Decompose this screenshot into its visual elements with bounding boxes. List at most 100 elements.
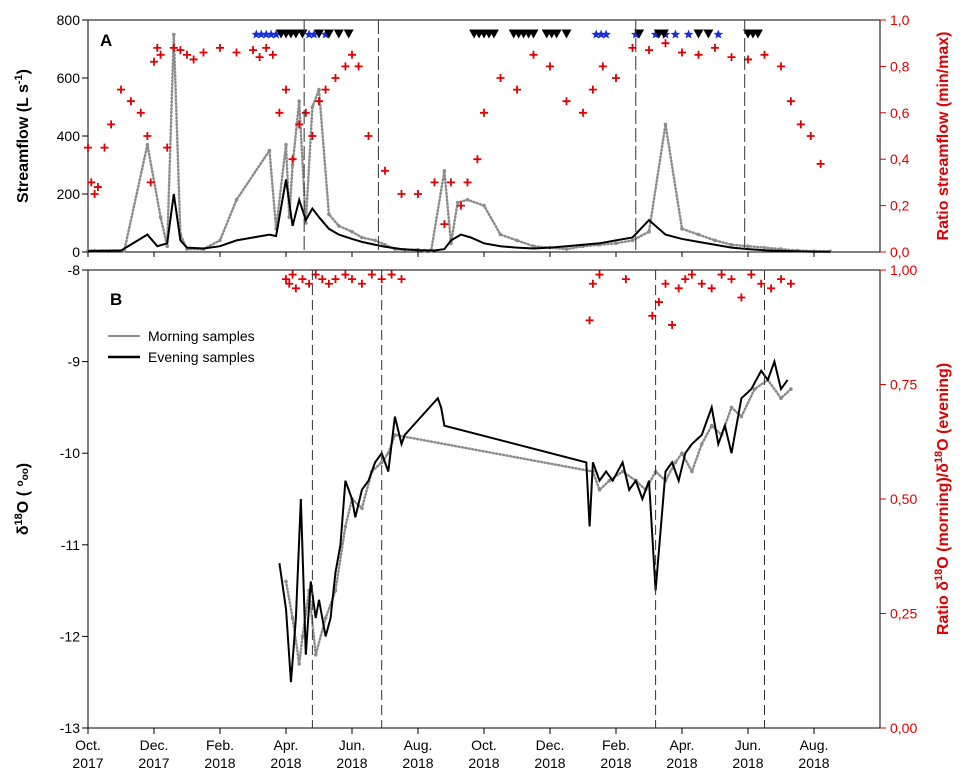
event-lines	[303, 20, 765, 728]
a-y2-tick-label: 0,8	[890, 58, 910, 74]
ratio-point	[678, 48, 686, 57]
a-y2-tick-label: 1,0	[890, 12, 910, 28]
ratio-point	[397, 275, 406, 284]
b-y2-tick-label: 0,25	[890, 606, 917, 622]
ratio-point	[84, 143, 92, 152]
star-marker	[320, 29, 331, 39]
ratio-point	[747, 270, 756, 279]
ratio-point	[456, 201, 465, 210]
x-tick-month: Apr.	[274, 737, 299, 753]
ratio-point	[315, 97, 323, 106]
ratio-point	[796, 120, 805, 129]
morning-point	[290, 616, 295, 620]
triangle-marker	[528, 29, 539, 39]
morning-point	[620, 469, 625, 474]
ratio-point	[588, 279, 597, 288]
ratio-point	[126, 97, 135, 106]
ratio-point	[628, 43, 637, 52]
x-tick-month: Oct.	[471, 737, 497, 753]
a-y2-tick-label: 0,6	[890, 105, 910, 121]
ratio-point	[169, 43, 178, 52]
morning-point	[713, 238, 717, 243]
ratio-point	[737, 293, 746, 302]
b-y2-tick-label: 0,50	[890, 491, 917, 507]
morning-point	[607, 478, 612, 483]
panel-b-y2-axis-label: Ratio δ18O (morning)/δ18O (evening)	[933, 363, 952, 635]
panel-a-y-ticks: 0 200 400 600 800	[57, 12, 88, 260]
a-y2-tick-label: 0,4	[890, 151, 910, 167]
triangle-marker	[561, 29, 572, 39]
panel-b-y-axis-label: δ18O ( ooo)	[13, 463, 32, 535]
triangle-marker	[323, 29, 334, 39]
panel-a-label: A	[100, 31, 112, 50]
star-marker	[670, 29, 681, 39]
ratio-point	[143, 132, 152, 140]
morning-point	[465, 198, 470, 202]
triangle-marker	[634, 29, 645, 39]
x-tick-year: 2018	[204, 755, 235, 771]
morning-point	[290, 163, 295, 167]
ratio-point	[661, 39, 670, 48]
morning-point	[700, 442, 704, 446]
ratio-point	[806, 132, 815, 140]
panel-a-series	[84, 29, 833, 254]
morning-point	[304, 221, 308, 225]
ratio-point	[357, 279, 366, 288]
ratio-point	[189, 55, 198, 64]
morning-point	[673, 460, 678, 465]
star-marker	[256, 29, 266, 39]
triangle-marker	[297, 29, 308, 39]
star-marker	[591, 29, 601, 39]
x-tick-month: Jun.	[339, 737, 365, 753]
star-marker	[650, 29, 661, 39]
triangle-marker	[752, 29, 763, 39]
ratio-point	[681, 275, 690, 284]
b-y2-tick-label: 0,00	[890, 720, 917, 736]
ratio-point	[364, 132, 373, 140]
star-marker	[601, 29, 611, 39]
b-y-tick-label: -10	[60, 445, 80, 461]
morning-point	[284, 142, 288, 147]
x-tick-year: 2018	[534, 755, 565, 771]
morning-point	[284, 579, 288, 584]
morning-point	[696, 232, 701, 237]
morning-point	[350, 229, 354, 234]
ratio-point	[760, 50, 769, 59]
ratio-point	[562, 97, 571, 106]
ratio-point	[199, 48, 208, 57]
ratio-point	[473, 155, 482, 164]
morning-point	[145, 142, 150, 147]
ratio-point	[305, 279, 314, 288]
ratio-point	[777, 275, 785, 284]
morning-point	[614, 241, 618, 246]
ratio-point	[308, 132, 317, 140]
panel-a-y2-ticks: 0,0 0,2 0,4 0,6 0,8 1,0	[880, 12, 910, 260]
b-y-tick-label: -13	[60, 720, 80, 736]
x-tick-month: Aug.	[800, 737, 829, 753]
a-y-tick-label: 600	[57, 70, 81, 86]
morning-point	[630, 238, 635, 243]
ratio-point	[348, 50, 356, 59]
morning-point	[729, 242, 734, 247]
triangle-marker	[658, 29, 669, 39]
ratio-point	[87, 178, 96, 187]
morning-point	[313, 652, 318, 657]
star-marker	[683, 29, 694, 39]
triangle-marker	[488, 29, 499, 39]
ratio-point	[324, 279, 333, 288]
morning-point	[597, 488, 602, 492]
ratio-point	[282, 275, 290, 284]
ratio-point	[367, 270, 376, 279]
morning-point	[647, 229, 651, 234]
ratio-point	[100, 143, 109, 152]
star-marker	[266, 29, 276, 39]
ratio-point	[744, 55, 752, 64]
morning-point	[729, 405, 734, 410]
morning-point	[360, 506, 364, 510]
ratio-point	[117, 85, 125, 94]
ratio-point	[777, 62, 785, 71]
ratio-point	[176, 46, 185, 55]
ratio-point	[648, 311, 657, 320]
ratio-point	[786, 97, 795, 106]
